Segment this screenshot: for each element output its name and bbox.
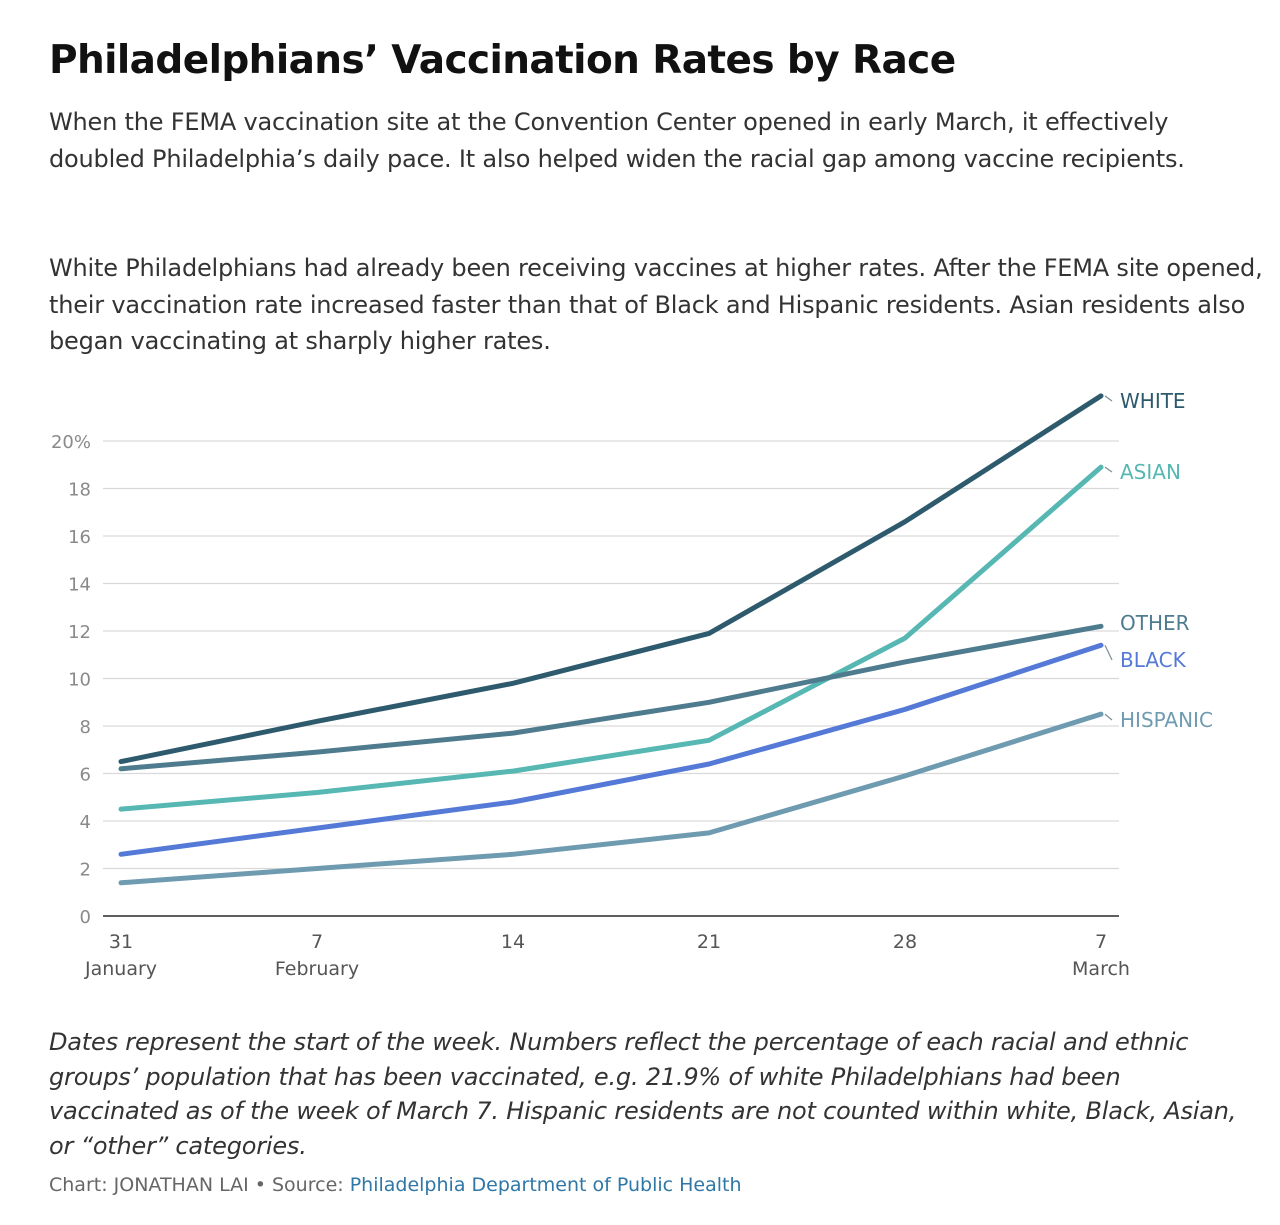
series-line-black [118,642,1104,857]
source-link[interactable]: Philadelphia Department of Public Health [349,1174,742,1196]
y-tick-label: 20% [51,432,91,453]
series-label-hispanic: HISPANIC [1120,708,1213,732]
y-tick-label: 16 [68,527,91,548]
series-line-white [118,393,1104,765]
series-end-labels: HISPANIC BLACK ASIAN OTHER WHITE [1104,389,1213,732]
y-tick-label: 10 [68,670,91,691]
context-paragraph: White Philadelphians had already been re… [49,254,1263,355]
x-tick-label: 14 [501,931,525,953]
x-tick-month-label: February [275,958,359,980]
x-tick-label: 31 [109,931,133,953]
chart-credit: Chart: JONATHAN LAI • Source: Philadelph… [49,1174,742,1196]
y-tick-label: 8 [80,717,91,738]
series-label-other: OTHER [1120,611,1190,635]
page-title: Philadelphians’ Vaccination Rates by Rac… [49,38,956,83]
y-tick-label: 4 [80,812,91,833]
label-leader-line [1104,713,1113,721]
y-tick-label: 0 [80,907,91,928]
vaccination-line-chart: 0 2 4 6 8 10 12 14 16 18 20% 31 January 7 February 14 2… [51,389,1213,980]
x-tick-label: 7 [1095,931,1107,953]
x-tick-month-label: January [84,958,157,980]
x-axis-tick-labels: 31 January 7 February 14 21 28 7 March [84,931,1130,980]
intro-paragraph: When the FEMA vaccination site at the Co… [49,108,1185,173]
x-tick-label: 7 [311,931,323,953]
y-tick-label: 6 [80,765,91,786]
y-tick-label: 18 [68,480,91,501]
x-tick-label: 28 [893,931,917,953]
grid-lines [103,440,1119,917]
series-lines [118,393,1104,886]
label-leader-line [1104,644,1113,661]
label-leader-line [1104,395,1113,402]
y-tick-label: 2 [80,860,91,881]
y-tick-label: 12 [68,622,91,643]
x-tick-month-label: March [1072,958,1130,980]
chart-footnote: Dates represent the start of the week. N… [49,1028,1237,1160]
x-tick-label: 21 [697,931,721,953]
label-leader-line [1104,466,1113,473]
credit-text: Chart: JONATHAN LAI • Source: [49,1174,350,1196]
series-label-asian: ASIAN [1120,460,1181,484]
series-label-black: BLACK [1120,648,1187,672]
series-line-asian [118,464,1104,812]
series-line-other [118,623,1104,772]
series-line-hispanic [118,711,1104,886]
y-tick-label: 14 [68,575,91,596]
y-axis-tick-labels: 0 2 4 6 8 10 12 14 16 18 20% [51,432,91,928]
series-label-white: WHITE [1120,389,1186,413]
